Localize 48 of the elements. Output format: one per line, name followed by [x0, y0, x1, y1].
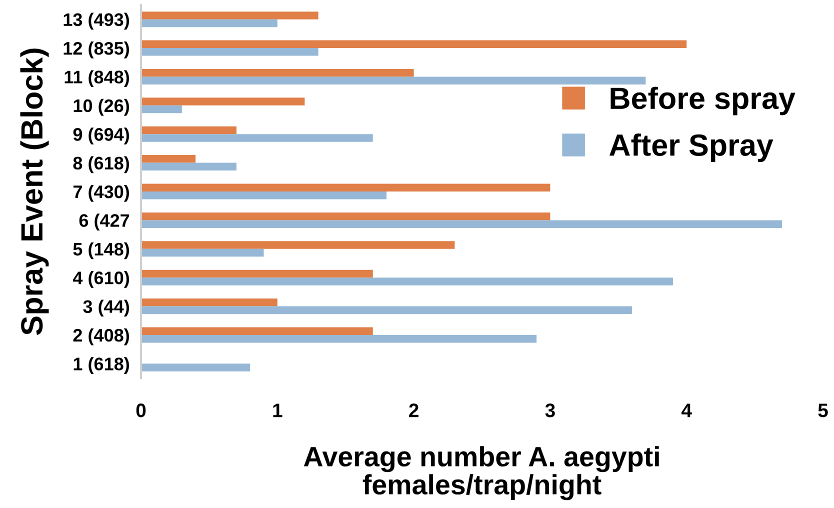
bar — [141, 162, 236, 171]
bar — [141, 48, 318, 56]
bar — [141, 155, 196, 163]
y-tick-label: 13 (493) — [64, 12, 129, 30]
bar — [141, 19, 278, 28]
bar — [141, 241, 455, 249]
bar — [141, 270, 373, 278]
bar — [141, 248, 264, 257]
bar — [141, 184, 550, 192]
legend-label: Before spray — [610, 86, 796, 116]
bar — [141, 126, 236, 134]
bar — [141, 105, 182, 114]
x-tick-label: 3 — [545, 404, 555, 418]
x-tick-label: 4 — [681, 404, 692, 418]
y-tick-label: 12 (835) — [64, 41, 129, 58]
y-tick-label: 2 (408) — [73, 328, 129, 346]
bar — [141, 76, 646, 84]
bar — [141, 134, 373, 142]
bar — [141, 364, 250, 372]
bar — [141, 192, 387, 200]
legend-label: After Spray — [609, 134, 774, 162]
bar — [141, 40, 687, 48]
y-tick-label: 3 (44) — [83, 300, 129, 317]
y-tick-label: 4 (610) — [72, 271, 129, 288]
y-tick-label: 10 (26) — [74, 98, 129, 116]
y-axis-title: Spray Event (Block) — [20, 48, 49, 335]
bar — [141, 68, 414, 77]
bar — [141, 334, 537, 343]
y-tick-label: 8 (618) — [73, 156, 129, 174]
y-tick-label: 9 (694) — [73, 128, 129, 144]
y-tick-label: 7 (430) — [73, 184, 129, 202]
bar — [141, 298, 278, 306]
bar — [141, 327, 373, 335]
bar — [141, 212, 550, 220]
bar — [141, 220, 782, 228]
x-tick-label: 2 — [409, 404, 418, 418]
bar — [141, 98, 305, 106]
x-axis-title: Average number A. aegypti females/trap/night — [304, 446, 659, 500]
x-tick-label: 5 — [818, 404, 828, 418]
y-tick-label: 5 (148) — [73, 242, 129, 260]
bar — [141, 12, 318, 20]
y-tick-label: 6 (427 — [79, 214, 130, 230]
x-tick-label: 0 — [136, 404, 146, 418]
bar — [141, 278, 673, 286]
y-tick-label: 1 (618) — [74, 357, 129, 374]
y-tick-label: 11 (848) — [64, 70, 129, 88]
x-tick-label: 1 — [273, 404, 282, 418]
bar — [141, 306, 632, 314]
